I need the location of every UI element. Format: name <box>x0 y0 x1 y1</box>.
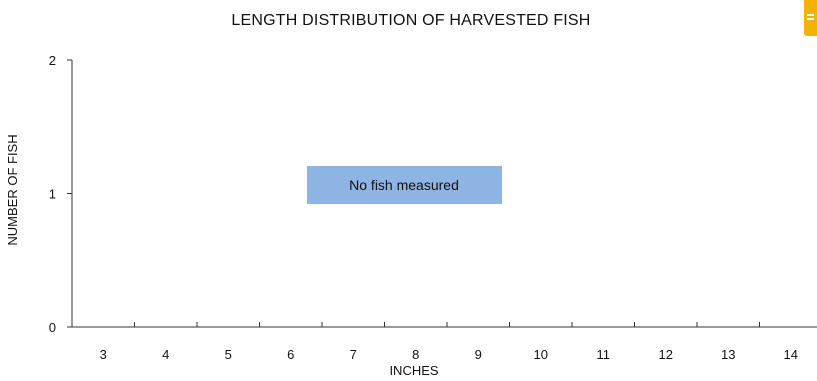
x-tick-label: 6 <box>287 347 294 362</box>
y-tick-label: 1 <box>49 187 56 202</box>
chart-title: LENGTH DISTRIBUTION OF HARVESTED FISH <box>231 12 590 29</box>
x-tick-label: 14 <box>784 347 798 362</box>
x-tick-label: 4 <box>162 347 169 362</box>
no-data-box <box>307 166 502 204</box>
y-tick-label: 2 <box>49 53 56 68</box>
document-icon <box>804 0 817 36</box>
no-data-message: No fish measured <box>349 177 459 193</box>
x-tick-label: 5 <box>225 347 232 362</box>
y-ticks: 0 1 2 <box>49 53 72 335</box>
x-axis-label: INCHES <box>389 363 438 378</box>
x-tick-label: 3 <box>100 347 107 362</box>
x-ticks: 3 4 5 6 7 8 9 10 11 12 13 14 <box>71 322 798 362</box>
x-tick-label: 10 <box>534 347 548 362</box>
x-tick-label: 13 <box>721 347 735 362</box>
x-tick-label: 12 <box>659 347 673 362</box>
x-tick-label: 7 <box>350 347 357 362</box>
x-tick-label: 8 <box>412 347 419 362</box>
x-tick-label: 11 <box>597 347 611 362</box>
y-axis-label: NUMBER OF FISH <box>5 134 20 245</box>
x-tick-label: 9 <box>475 347 482 362</box>
y-tick-label: 0 <box>49 320 56 335</box>
